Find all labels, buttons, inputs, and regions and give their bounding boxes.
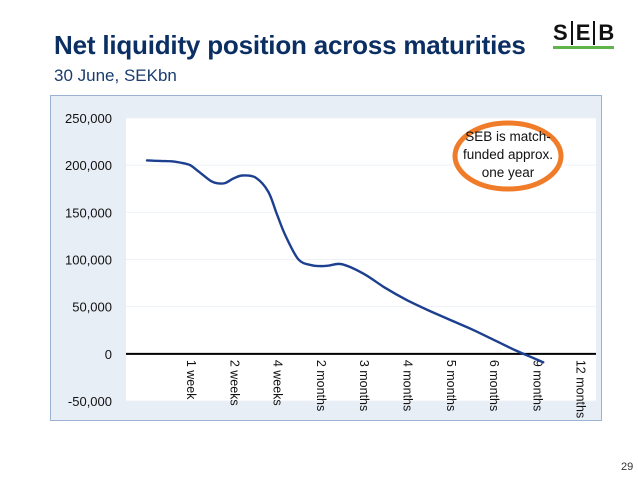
- logo-divider: [570, 21, 573, 45]
- y-tick-label: 250,000: [65, 111, 112, 126]
- liquidity-line-chart: 250,000 200,000 150,000 100,000 50,000 0 -50,0…: [65, 111, 596, 418]
- callout-text-line-1: SEB is match-: [465, 129, 551, 144]
- x-tick-label: 4 months: [401, 360, 415, 411]
- logo-letter-s: S: [553, 20, 568, 45]
- x-tick-label: 2 weeks: [227, 360, 241, 406]
- x-tick-label: 2 months: [314, 360, 328, 411]
- x-tick-label: 12 months: [574, 360, 588, 418]
- x-axis-tick-labels: 1 week 2 weeks 4 weeks 2 months 3 months 4 mo…: [184, 360, 588, 418]
- y-tick-label: 50,000: [72, 300, 112, 315]
- callout-ellipse: [452, 120, 564, 192]
- x-tick-label: 5 months: [444, 360, 458, 411]
- x-tick-label: 9 months: [530, 360, 544, 411]
- page-subtitle: 30 June, SEKbn: [54, 66, 177, 85]
- grid-lines: [126, 117, 596, 402]
- page-number: 29: [621, 461, 634, 473]
- y-axis-tick-labels: 250,000 200,000 150,000 100,000 50,000 0 -50,0…: [65, 111, 112, 409]
- page-title: Net liquidity position across maturities: [54, 30, 526, 60]
- logo-underline: [553, 46, 615, 49]
- x-tick-label: 1 week: [184, 360, 198, 400]
- callout-text-line-3: one year: [482, 165, 535, 180]
- seb-logo: S E B: [553, 20, 615, 49]
- y-tick-label: -50,000: [68, 394, 112, 409]
- series-line-net-liquidity: [145, 159, 545, 364]
- callout: SEB is match- funded approx. one year: [452, 120, 564, 192]
- x-tick-label: 4 weeks: [271, 360, 285, 406]
- logo-divider: [593, 21, 596, 45]
- y-tick-label: 0: [105, 347, 112, 362]
- y-tick-label: 150,000: [65, 205, 112, 220]
- logo-letter-e: E: [575, 20, 591, 45]
- y-tick-label: 100,000: [65, 253, 112, 268]
- x-tick-label: 6 months: [487, 360, 501, 411]
- callout-text-line-2: funded approx.: [463, 147, 553, 162]
- y-tick-label: 200,000: [65, 158, 112, 173]
- x-tick-label: 3 months: [357, 360, 371, 411]
- logo-letter-b: B: [598, 20, 615, 45]
